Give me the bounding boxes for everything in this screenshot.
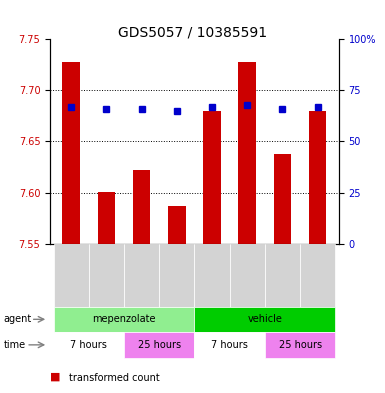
Bar <box>238 62 256 244</box>
Bar <box>274 154 291 244</box>
Text: vehicle: vehicle <box>248 314 282 324</box>
Text: GDS5057 / 10385591: GDS5057 / 10385591 <box>118 26 267 40</box>
Text: agent: agent <box>4 314 32 324</box>
Bar <box>309 111 326 244</box>
Bar <box>97 191 115 244</box>
Bar <box>203 111 221 244</box>
Text: 7 hours: 7 hours <box>211 340 248 350</box>
Text: mepenzolate: mepenzolate <box>92 314 156 324</box>
Text: 25 hours: 25 hours <box>278 340 321 350</box>
Bar <box>62 62 80 244</box>
Bar <box>168 206 186 244</box>
Text: 7 hours: 7 hours <box>70 340 107 350</box>
Bar <box>133 170 151 244</box>
Text: 25 hours: 25 hours <box>138 340 181 350</box>
Text: ■: ■ <box>50 371 60 381</box>
Text: time: time <box>4 340 26 350</box>
Text: transformed count: transformed count <box>69 373 160 382</box>
